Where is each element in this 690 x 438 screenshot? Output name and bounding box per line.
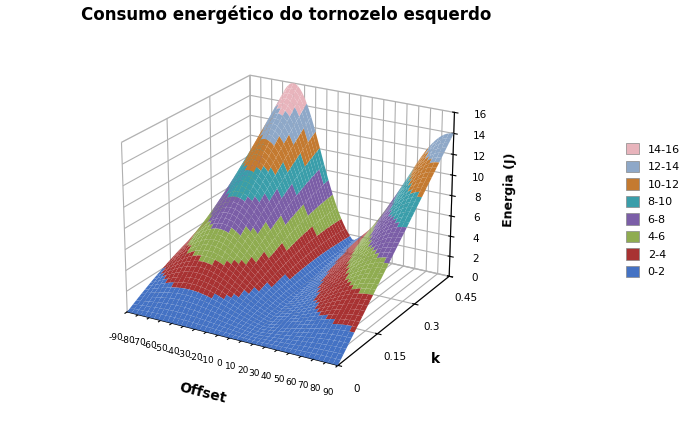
X-axis label: Offset: Offset — [177, 380, 228, 405]
Y-axis label: k: k — [431, 352, 440, 366]
Title: Consumo energético do tornozelo esquerdo: Consumo energético do tornozelo esquerdo — [81, 5, 491, 24]
Legend: 14-16, 12-14, 10-12, 8-10, 6-8, 4-6, 2-4, 0-2: 14-16, 12-14, 10-12, 8-10, 6-8, 4-6, 2-4… — [621, 139, 684, 282]
